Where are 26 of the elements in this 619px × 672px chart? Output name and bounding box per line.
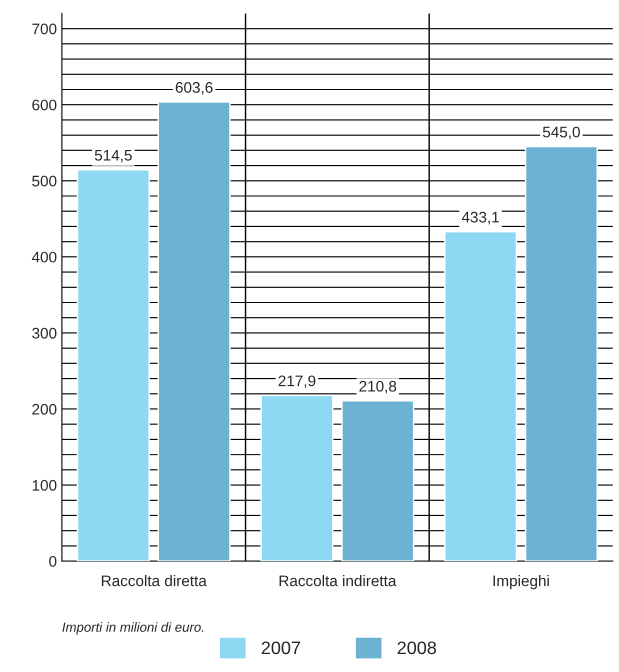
y-tick-label: 700 xyxy=(32,24,56,34)
text: 545,0 xyxy=(542,126,580,140)
bar xyxy=(260,394,334,562)
x-tick-label: Impieghi xyxy=(494,575,549,590)
bar xyxy=(158,101,231,562)
x-tick-label: Raccolta diretta xyxy=(102,575,207,586)
y-tick-label: 0 xyxy=(49,556,56,567)
y-tick-label: 300 xyxy=(32,328,56,339)
y-tick-label: 500 xyxy=(32,176,56,186)
bar xyxy=(341,400,414,562)
bar xyxy=(524,146,598,562)
bar xyxy=(444,230,518,562)
y-tick-label: 100 xyxy=(32,480,56,491)
x-tick-label: Raccolta indiretta xyxy=(280,575,396,586)
bar xyxy=(76,169,150,562)
y-tick-label: 400 xyxy=(32,252,56,263)
text: 217,9 xyxy=(278,375,316,388)
text: 433,1 xyxy=(462,212,499,224)
text: 514,5 xyxy=(94,150,132,162)
legend-label: 2007 xyxy=(262,641,300,654)
y-tick-label: 600 xyxy=(32,100,56,110)
y-tick-label: 200 xyxy=(32,404,56,415)
text: 210,8 xyxy=(359,380,396,394)
text: 603,6 xyxy=(176,82,213,95)
text: Importi in milioni di euro. xyxy=(62,622,204,634)
legend-label: 2008 xyxy=(398,641,436,654)
